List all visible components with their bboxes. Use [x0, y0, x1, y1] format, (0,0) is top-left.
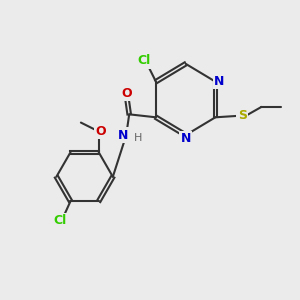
Text: O: O [95, 125, 106, 138]
Text: H: H [134, 133, 142, 143]
Text: N: N [118, 129, 128, 142]
Text: Cl: Cl [137, 54, 151, 67]
Text: Cl: Cl [53, 214, 67, 227]
Text: O: O [121, 87, 131, 100]
Text: N: N [181, 132, 191, 145]
Text: S: S [238, 109, 247, 122]
Text: N: N [214, 75, 224, 88]
